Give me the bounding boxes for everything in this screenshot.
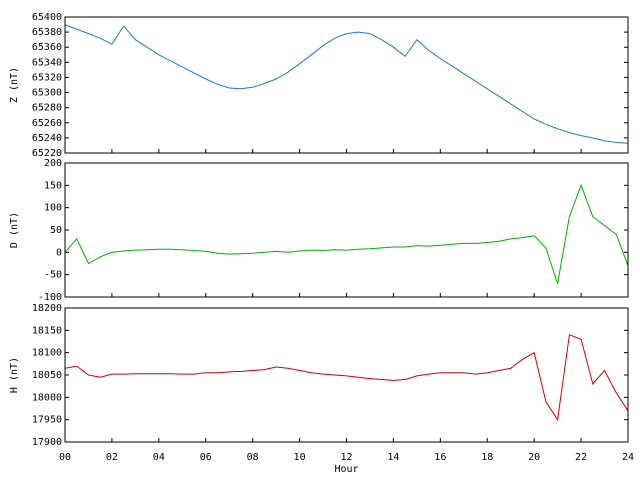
y-tick-label: 17950 (32, 415, 62, 426)
plot-frame (64, 16, 629, 154)
x-tick-label: 06 (200, 452, 212, 463)
x-tick-label: 24 (622, 452, 634, 463)
x-axis-label: Hour (334, 464, 358, 475)
y-tick-label: 65360 (32, 42, 62, 53)
x-tick-label: 16 (434, 452, 446, 463)
y-tick-label: 100 (44, 203, 62, 214)
data-line (64, 334, 629, 422)
y-tick-label: -50 (44, 270, 62, 281)
y-tick-label: 18150 (32, 325, 62, 336)
y-axis-label: Z (nT) (9, 67, 20, 103)
x-tick-label: 00 (59, 452, 71, 463)
y-tick-label: 65260 (32, 118, 62, 129)
y-tick-label: 65320 (32, 72, 62, 83)
y-tick-label: 17900 (32, 437, 62, 448)
y-tick-label: 65380 (32, 27, 62, 38)
y-tick-label: 18050 (32, 370, 62, 381)
x-tick-label: 10 (294, 452, 306, 463)
y-tick-label: 65240 (32, 133, 62, 144)
x-tick-label: 04 (153, 452, 165, 463)
y-tick-label: -100 (38, 292, 62, 303)
y-tick-label: 50 (50, 225, 62, 236)
y-tick-label: 200 (44, 158, 62, 169)
x-tick-label: 08 (247, 452, 259, 463)
y-tick-label: 150 (44, 180, 62, 191)
x-tick-label: 22 (575, 452, 587, 463)
plot-frame (64, 307, 629, 443)
x-tick-label: 20 (528, 452, 540, 463)
x-tick-label: 12 (340, 452, 352, 463)
y-tick-label: 65300 (32, 88, 62, 99)
y-axis-label: D (nT) (9, 212, 20, 248)
x-tick-label: 02 (106, 452, 118, 463)
y-tick-label: 65280 (32, 103, 62, 114)
y-tick-label: 18100 (32, 348, 62, 359)
y-axis-label: H (nT) (9, 357, 20, 393)
x-tick-label: 18 (481, 452, 493, 463)
y-tick-label: 65400 (32, 12, 62, 23)
data-line (64, 24, 629, 144)
y-tick-label: 0 (56, 247, 62, 258)
y-tick-label: 65340 (32, 57, 62, 68)
y-tick-label: 18000 (32, 392, 62, 403)
y-tick-label: 18200 (32, 303, 62, 314)
plot-frame (64, 162, 629, 298)
x-tick-label: 14 (387, 452, 399, 463)
data-line (64, 183, 629, 284)
y-tick-label: 65220 (32, 148, 62, 159)
